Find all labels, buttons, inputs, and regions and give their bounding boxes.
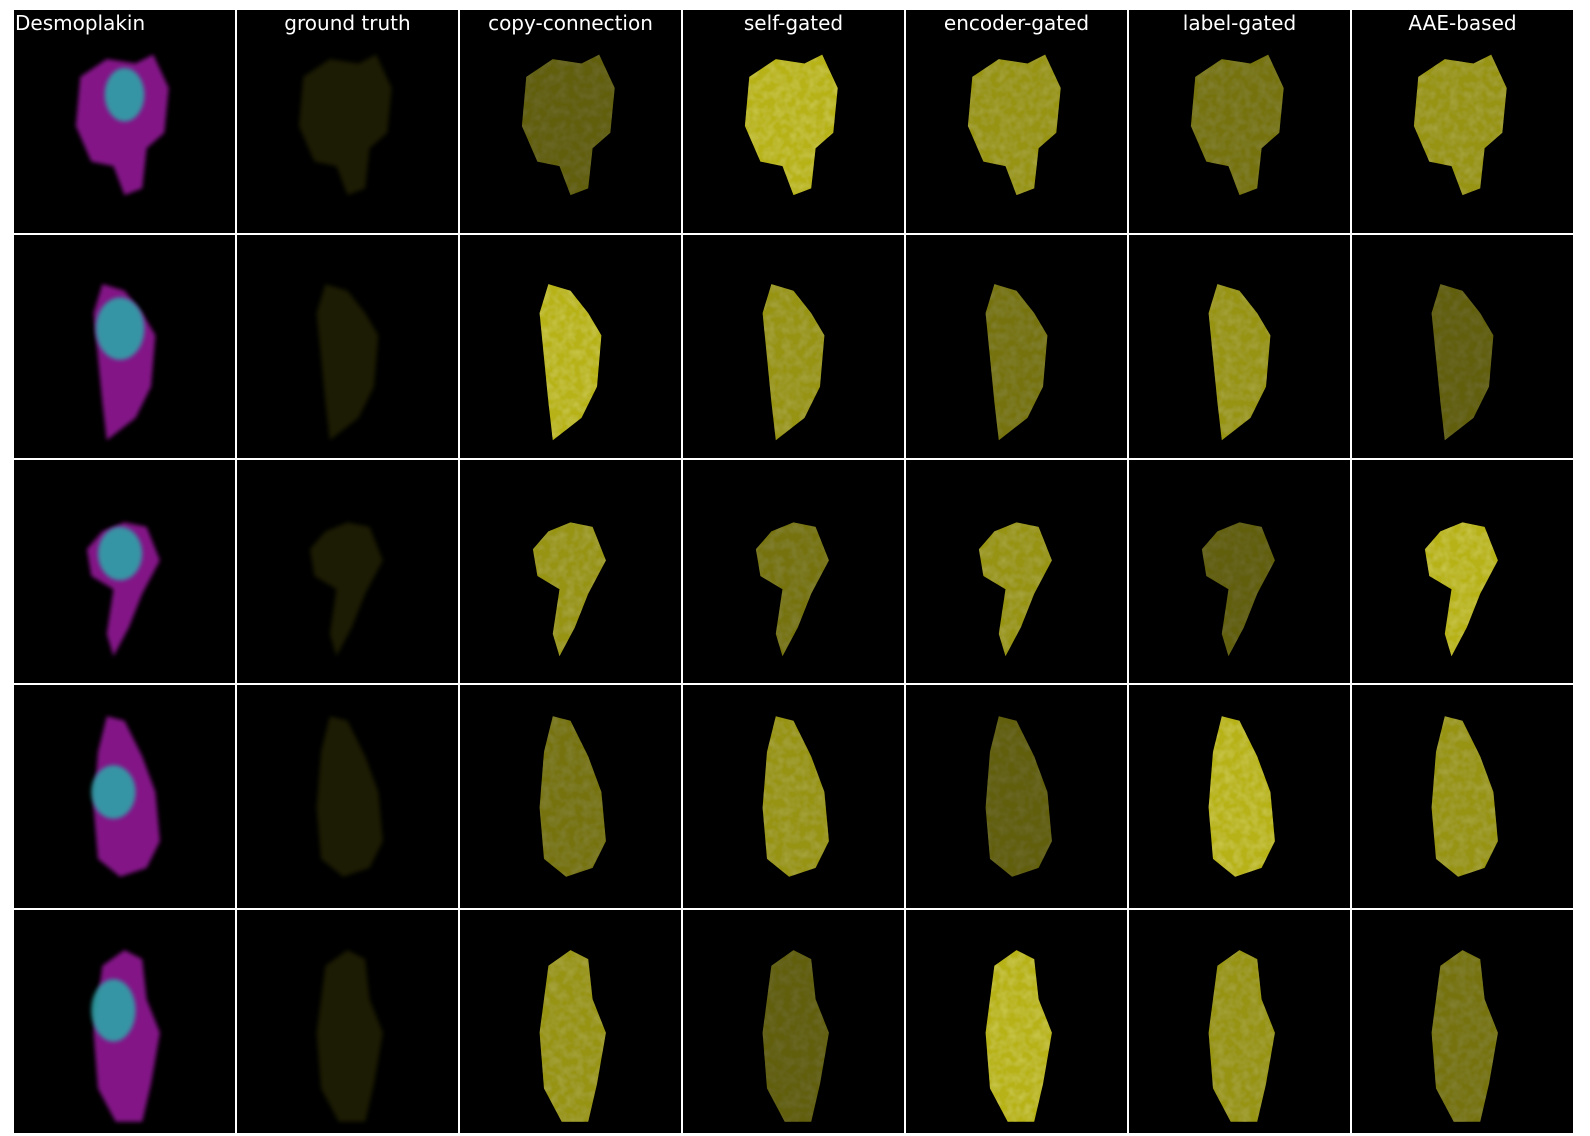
image-tile-r2-c7 — [1352, 235, 1573, 458]
image-tile-r5-c2 — [237, 910, 458, 1133]
image-tile-r2-c4 — [683, 235, 904, 458]
image-tile-r4-c1 — [14, 685, 235, 908]
predicted-protein-signal — [539, 716, 606, 877]
predicted-protein-signal — [762, 716, 829, 877]
image-tile-r2-c2 — [237, 235, 458, 458]
image-tile-r5-c7 — [1352, 910, 1573, 1133]
image-tile-r2-c3 — [460, 235, 681, 458]
column-header-3: copy-connection — [488, 11, 653, 35]
column-header-6: label-gated — [1183, 11, 1296, 35]
image-tile-r3-c3 — [460, 460, 681, 683]
predicted-protein-signal — [762, 950, 829, 1122]
predicted-protein-signal — [985, 950, 1052, 1122]
predicted-protein-signal — [1424, 522, 1498, 657]
predicted-protein-signal — [539, 950, 606, 1122]
predicted-protein-signal — [1413, 54, 1507, 196]
image-tile-r4-c5 — [906, 685, 1127, 908]
cell-membrane-stain — [75, 54, 169, 196]
ground-truth-signal — [316, 284, 379, 441]
predicted-protein-signal — [744, 54, 838, 196]
ground-truth-signal — [316, 950, 383, 1122]
image-tile-r3-c1 — [14, 460, 235, 683]
predicted-protein-signal — [762, 284, 825, 441]
image-tile-r4-c2 — [237, 685, 458, 908]
image-tile-r3-c5 — [906, 460, 1127, 683]
image-tile-r5-c3 — [460, 910, 681, 1133]
predicted-protein-signal — [985, 284, 1048, 441]
predicted-protein-signal — [985, 716, 1052, 877]
predicted-protein-signal — [1431, 284, 1494, 441]
image-tile-r1-c4 — [683, 10, 904, 233]
ground-truth-signal — [316, 716, 383, 877]
column-header-4: self-gated — [744, 11, 843, 35]
nucleus-stain — [104, 67, 145, 122]
column-header-1: Desmoplakin — [15, 11, 145, 35]
image-tile-r4-c3 — [460, 685, 681, 908]
image-tile-r3-c4 — [683, 460, 904, 683]
image-tile-r1-c7 — [1352, 10, 1573, 233]
column-header-2: ground truth — [284, 11, 410, 35]
predicted-protein-signal — [532, 522, 606, 657]
image-tile-r1-c1 — [14, 10, 235, 233]
predicted-protein-signal — [1431, 716, 1498, 877]
image-tile-r4-c6 — [1129, 685, 1350, 908]
image-tile-r3-c6 — [1129, 460, 1350, 683]
image-tile-r1-c5 — [906, 10, 1127, 233]
predicted-protein-signal — [978, 522, 1052, 657]
predicted-protein-signal — [1208, 950, 1275, 1122]
nucleus-stain — [91, 979, 136, 1042]
image-tile-r5-c4 — [683, 910, 904, 1133]
predicted-protein-signal — [1190, 54, 1284, 196]
image-tile-r1-c6 — [1129, 10, 1350, 233]
ground-truth-signal — [309, 522, 383, 657]
predicted-protein-signal — [1431, 950, 1498, 1122]
predicted-protein-signal — [521, 54, 615, 196]
image-tile-r2-c5 — [906, 235, 1127, 458]
image-tile-r4-c7 — [1352, 685, 1573, 908]
column-header-7: AAE-based — [1408, 11, 1516, 35]
ground-truth-signal — [298, 54, 392, 196]
image-tile-r5-c6 — [1129, 910, 1350, 1133]
predicted-protein-signal — [755, 522, 829, 657]
image-tile-r2-c6 — [1129, 235, 1350, 458]
column-header-5: encoder-gated — [944, 11, 1089, 35]
image-tile-r4-c4 — [683, 685, 904, 908]
image-tile-r3-c2 — [237, 460, 458, 683]
image-tile-r1-c3 — [460, 10, 681, 233]
image-tile-r5-c5 — [906, 910, 1127, 1133]
predicted-protein-signal — [1201, 522, 1275, 657]
nucleus-stain — [91, 765, 136, 819]
image-tile-r5-c1 — [14, 910, 235, 1133]
predicted-protein-signal — [1208, 284, 1271, 441]
predicted-protein-signal — [1208, 716, 1275, 877]
image-tile-r2-c1 — [14, 235, 235, 458]
predicted-protein-signal — [539, 284, 602, 441]
image-tile-r1-c2 — [237, 10, 458, 233]
nucleus-stain — [97, 526, 143, 581]
predicted-protein-signal — [967, 54, 1061, 196]
image-tile-r3-c7 — [1352, 460, 1573, 683]
nucleus-stain — [95, 297, 145, 360]
